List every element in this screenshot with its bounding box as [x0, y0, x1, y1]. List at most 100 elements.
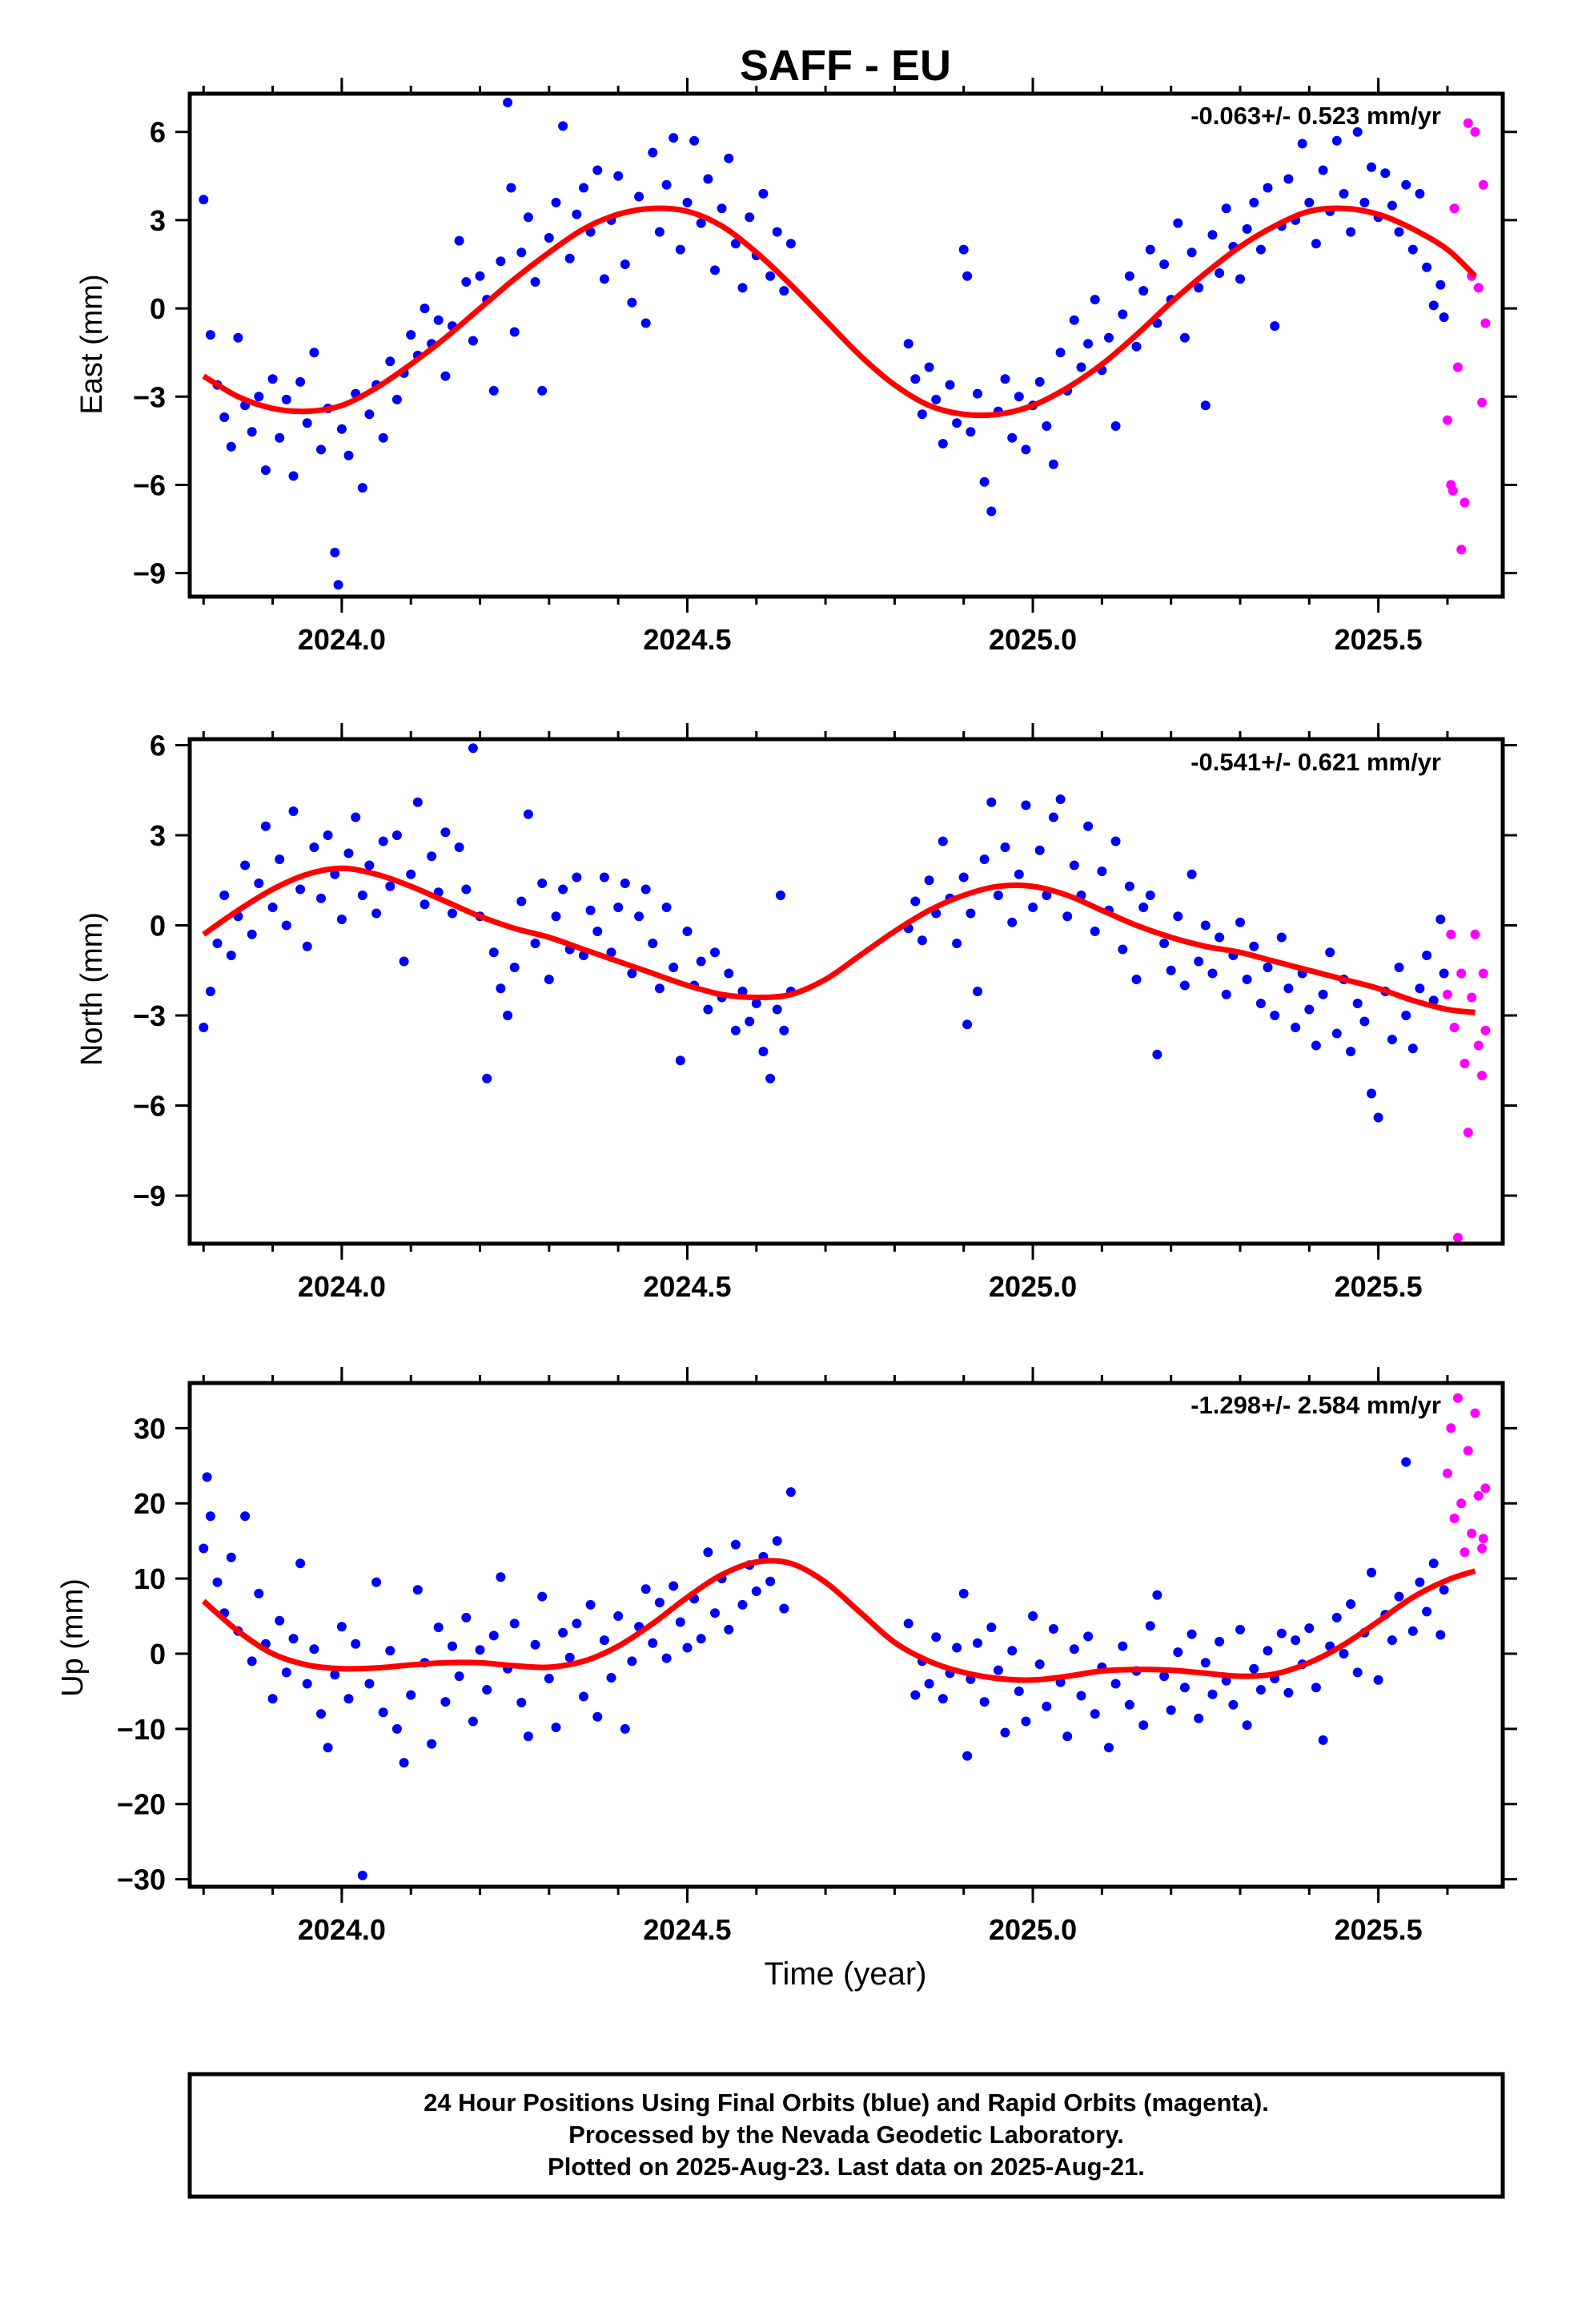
- north-final-point: [281, 920, 291, 931]
- north-final-point: [1407, 1043, 1418, 1054]
- north-final-point: [661, 903, 672, 912]
- north-final-point: [1062, 911, 1073, 922]
- east-final-point: [717, 203, 727, 214]
- north-final-point: [986, 797, 997, 807]
- north-final-point: [357, 891, 367, 900]
- north-rapid-point: [1456, 968, 1467, 979]
- up-final-point: [903, 1618, 913, 1629]
- up-final-point: [696, 1634, 706, 1644]
- up-final-point: [973, 1638, 982, 1648]
- east-final-point: [226, 441, 236, 452]
- up-final-point: [309, 1644, 319, 1655]
- up-final-point: [336, 1622, 347, 1632]
- east-final-point: [391, 394, 402, 404]
- up-y-tick-label: 30: [134, 1412, 166, 1445]
- east-final-point: [917, 409, 927, 420]
- east-final-point: [1179, 332, 1190, 343]
- north-rapid-point: [1478, 968, 1488, 979]
- north-final-point: [226, 951, 236, 960]
- north-final-point: [973, 987, 982, 996]
- east-final-point: [1235, 274, 1245, 284]
- east-final-point: [468, 336, 478, 346]
- north-final-point: [336, 915, 347, 924]
- east-final-point: [302, 418, 312, 428]
- east-final-point: [1138, 286, 1149, 296]
- east-final-point: [1200, 400, 1211, 411]
- up-final-point: [1090, 1709, 1100, 1719]
- up-final-point: [924, 1679, 934, 1689]
- east-final-point: [1000, 374, 1010, 384]
- up-final-point: [1263, 1646, 1273, 1656]
- up-rapid-point: [1478, 1534, 1488, 1544]
- up-final-point: [199, 1543, 209, 1554]
- east-rapid-point: [1460, 497, 1470, 508]
- up-final-point: [938, 1694, 948, 1704]
- east-rapid-point: [1478, 179, 1488, 190]
- north-x-tick-label: 2025.5: [1335, 1270, 1423, 1303]
- north-final-point: [1194, 956, 1204, 967]
- north-final-point: [530, 939, 540, 948]
- figure-title: SAFF - EU: [740, 42, 951, 90]
- north-final-point: [696, 956, 706, 967]
- east-final-point: [648, 147, 658, 158]
- up-final-point: [343, 1694, 354, 1704]
- east-rapid-point: [1480, 318, 1491, 328]
- east-rapid-point: [1463, 118, 1473, 128]
- east-final-point: [1186, 247, 1197, 258]
- east-final-point: [772, 227, 782, 237]
- east-final-point: [260, 465, 271, 476]
- north-model-curve: [202, 865, 1476, 1015]
- up-final-point: [1042, 1701, 1052, 1711]
- east-final-point: [785, 239, 796, 249]
- north-final-point: [1367, 1088, 1376, 1099]
- up-y-tick-label: 20: [134, 1487, 166, 1520]
- east-final-point: [903, 339, 913, 349]
- north-final-point: [627, 968, 637, 979]
- up-y-tick-label: 10: [134, 1562, 166, 1595]
- east-final-point: [254, 392, 264, 402]
- up-rate-label: -1.298+/- 2.584 mm/yr: [1191, 1391, 1441, 1419]
- up-final-point: [599, 1635, 609, 1646]
- east-x-tick-label: 2025.5: [1335, 623, 1423, 656]
- east-final-point: [316, 444, 326, 455]
- north-y-axis-label: North (mm): [75, 912, 109, 1066]
- north-final-point: [1255, 999, 1266, 1008]
- up-final-point: [1173, 1647, 1183, 1658]
- north-final-point: [979, 854, 990, 864]
- north-final-point: [1291, 1023, 1301, 1032]
- north-final-point: [275, 854, 285, 864]
- north-y-tick-label: 0: [150, 910, 166, 943]
- north-final-point: [993, 891, 1003, 900]
- north-final-point: [613, 903, 624, 912]
- east-final-point: [1221, 203, 1231, 214]
- up-final-point: [627, 1656, 637, 1667]
- north-final-point: [1249, 941, 1259, 951]
- north-final-point: [1166, 965, 1176, 975]
- up-final-point: [579, 1691, 588, 1702]
- north-final-point: [958, 872, 969, 883]
- north-final-point: [1311, 1040, 1321, 1051]
- up-final-point: [613, 1611, 624, 1621]
- east-final-point: [1042, 421, 1052, 431]
- north-final-point: [323, 830, 333, 840]
- north-final-point: [648, 939, 658, 948]
- north-final-point: [1069, 860, 1079, 870]
- east-final-point: [1159, 259, 1170, 269]
- up-final-point: [412, 1585, 423, 1595]
- north-final-point: [703, 1004, 713, 1015]
- north-final-point: [1186, 869, 1197, 879]
- north-rate-label: -0.541+/- 0.621 mm/yr: [1191, 748, 1441, 776]
- east-final-point: [1255, 244, 1266, 255]
- up-final-point: [1346, 1599, 1356, 1609]
- up-final-point: [1069, 1644, 1079, 1655]
- east-final-point: [765, 271, 776, 281]
- north-final-point: [1331, 1028, 1342, 1039]
- north-final-point: [302, 941, 312, 951]
- north-final-point: [776, 891, 785, 900]
- up-rapid-point: [1477, 1543, 1488, 1554]
- north-final-point: [751, 999, 761, 1008]
- north-final-point: [1014, 869, 1024, 879]
- north-final-point: [420, 899, 430, 910]
- north-rapid-point: [1449, 1023, 1460, 1032]
- north-final-point: [730, 1025, 741, 1035]
